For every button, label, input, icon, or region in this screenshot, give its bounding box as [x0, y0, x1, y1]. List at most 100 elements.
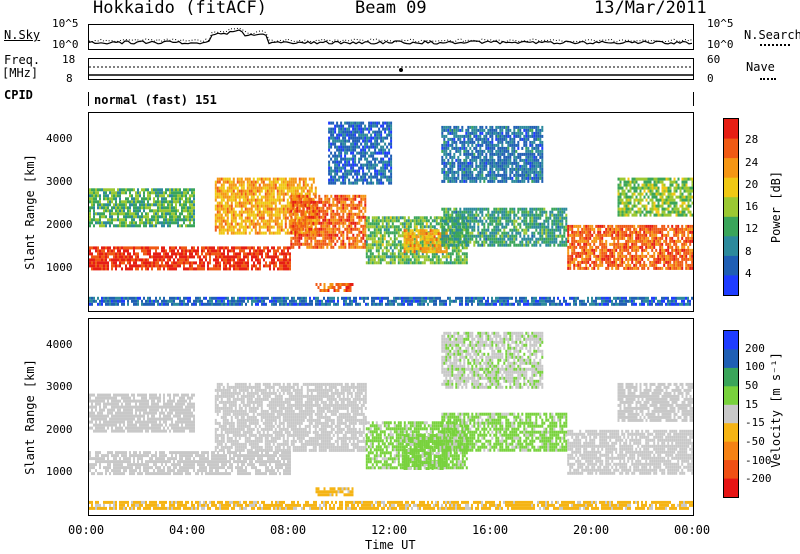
heatmap-region-2	[214, 177, 317, 235]
colorbar-segment-7	[724, 255, 738, 276]
y-tick-label: 1000	[46, 465, 73, 479]
power-colorbar	[723, 118, 739, 296]
heatmap-region-7	[441, 125, 544, 183]
power-ylabel: Slant Range [km]	[23, 154, 37, 270]
heatmap-region-3	[290, 194, 367, 249]
heatmap-region-1	[89, 393, 195, 433]
heatmap-region-9	[315, 487, 354, 497]
colorbar-segment-2	[724, 158, 738, 179]
colorbar-tick-label: 100	[745, 360, 765, 374]
heatmap-region-6	[441, 331, 544, 389]
heatmap-region-10	[617, 177, 693, 217]
colorbar-segment-6	[724, 236, 738, 257]
freq-panel	[88, 58, 694, 80]
freq-right-tick-bottom: 0	[707, 72, 714, 85]
colorbar-tick-label: 8	[745, 244, 752, 258]
freq-left-tick-top: 18	[62, 53, 76, 66]
heatmap-region-6	[441, 207, 568, 247]
freq-unit-label: [MHz]	[2, 66, 39, 80]
freq-label: Freq.	[4, 53, 41, 67]
colorbar-tick-label: -200	[745, 472, 772, 486]
colorbar-tick-label: 12	[745, 222, 759, 236]
x-tick-label: 12:00	[371, 523, 408, 537]
y-tick-label: 2000	[46, 422, 73, 436]
heatmap-region-2	[214, 382, 367, 452]
heatmap-region-10	[89, 500, 693, 510]
y-tick-label: 4000	[46, 337, 73, 351]
colorbar-tick-label: 24	[745, 155, 759, 169]
y-tick-label: 4000	[46, 131, 73, 145]
freq-left-tick-bottom: 8	[66, 72, 73, 85]
colorbar-segment-3	[724, 177, 738, 198]
heatmap-region-0	[89, 451, 291, 476]
heatmap-region-5	[403, 229, 448, 254]
colorbar-segment-5	[724, 423, 738, 443]
noise-sky-label: N.Sky	[4, 28, 41, 42]
colorbar-segment-5	[724, 216, 738, 237]
heatmap-region-9	[567, 224, 693, 270]
colorbar-tick-label: 50	[745, 379, 759, 392]
heatmap-region-5	[441, 412, 568, 452]
nave-label: Nave	[746, 60, 775, 74]
colorbar-tick-label: 15	[745, 397, 759, 411]
heatmap-region-4	[403, 434, 448, 470]
colorbar-tick-label: -15	[745, 416, 765, 430]
colorbar-tick-label: 16	[745, 200, 759, 213]
cpid-left-edge	[88, 92, 89, 106]
noise-trace	[89, 27, 693, 45]
heatmap-region-8	[617, 382, 693, 422]
velocity-ylabel: Slant Range [km]	[23, 359, 37, 475]
x-axis-label: Time UT	[365, 538, 416, 552]
colorbar-segment-0	[724, 331, 738, 350]
noise-search-legend-line	[760, 44, 790, 46]
x-tick-label: 16:00	[472, 523, 509, 537]
x-tick-label: 00:00	[674, 523, 711, 537]
colorbar-segment-6	[724, 441, 738, 461]
colorbar-tick-label: 4	[745, 266, 752, 280]
noise-search-line	[89, 27, 693, 43]
colorbar-segment-1	[724, 349, 738, 369]
colorbar-tick-label: 20	[745, 177, 759, 191]
velocity-plot	[88, 318, 694, 516]
colorbar-segment-8	[724, 275, 738, 295]
colorbar-segment-3	[724, 386, 738, 406]
noise-panel	[88, 24, 694, 50]
y-tick-label: 3000	[46, 380, 73, 394]
x-tick-label: 00:00	[68, 523, 105, 537]
heatmap-region-0	[89, 246, 291, 271]
x-tick-label: 04:00	[169, 523, 206, 537]
cpid-label: CPID	[4, 88, 33, 102]
y-tick-label: 3000	[46, 174, 73, 188]
noise-right-tick-top: 10^5	[707, 17, 734, 30]
station-title: Hokkaido (fitACF)	[93, 0, 267, 18]
y-tick-label: 1000	[46, 260, 73, 274]
velocity-colorbar-label: Velocity [m s⁻¹]	[769, 352, 783, 468]
nave-legend-line	[760, 78, 776, 80]
heatmap-region-1	[89, 188, 195, 228]
freq-marker	[399, 68, 403, 72]
heatmap-region-11	[315, 283, 354, 292]
noise-left-tick-bottom: 10^0	[52, 38, 79, 51]
colorbar-tick-label: -50	[745, 435, 765, 448]
colorbar-segment-2	[724, 367, 738, 387]
velocity-colorbar	[723, 330, 739, 498]
freq-right-tick-top: 60	[707, 53, 721, 66]
heatmap-region-12	[89, 296, 693, 306]
noise-left-tick-top: 10^5	[52, 17, 79, 30]
x-tick-label: 20:00	[573, 523, 610, 537]
colorbar-tick-label: 200	[745, 341, 765, 355]
cpid-right-edge	[693, 92, 694, 106]
power-colorbar-label: Power [dB]	[769, 170, 783, 244]
colorbar-tick-label: 28	[745, 133, 759, 147]
heatmap-region-4	[365, 216, 468, 265]
colorbar-segment-1	[724, 138, 738, 159]
colorbar-segment-4	[724, 404, 738, 424]
noise-right-tick-bottom: 10^0	[707, 38, 734, 51]
date-title: 13/Mar/2011	[594, 0, 707, 18]
colorbar-segment-4	[724, 197, 738, 218]
power-plot	[88, 112, 694, 312]
heatmap-region-8	[328, 121, 393, 185]
y-tick-label: 2000	[46, 217, 73, 231]
x-tick-label: 08:00	[270, 523, 307, 537]
colorbar-segment-8	[724, 478, 738, 497]
